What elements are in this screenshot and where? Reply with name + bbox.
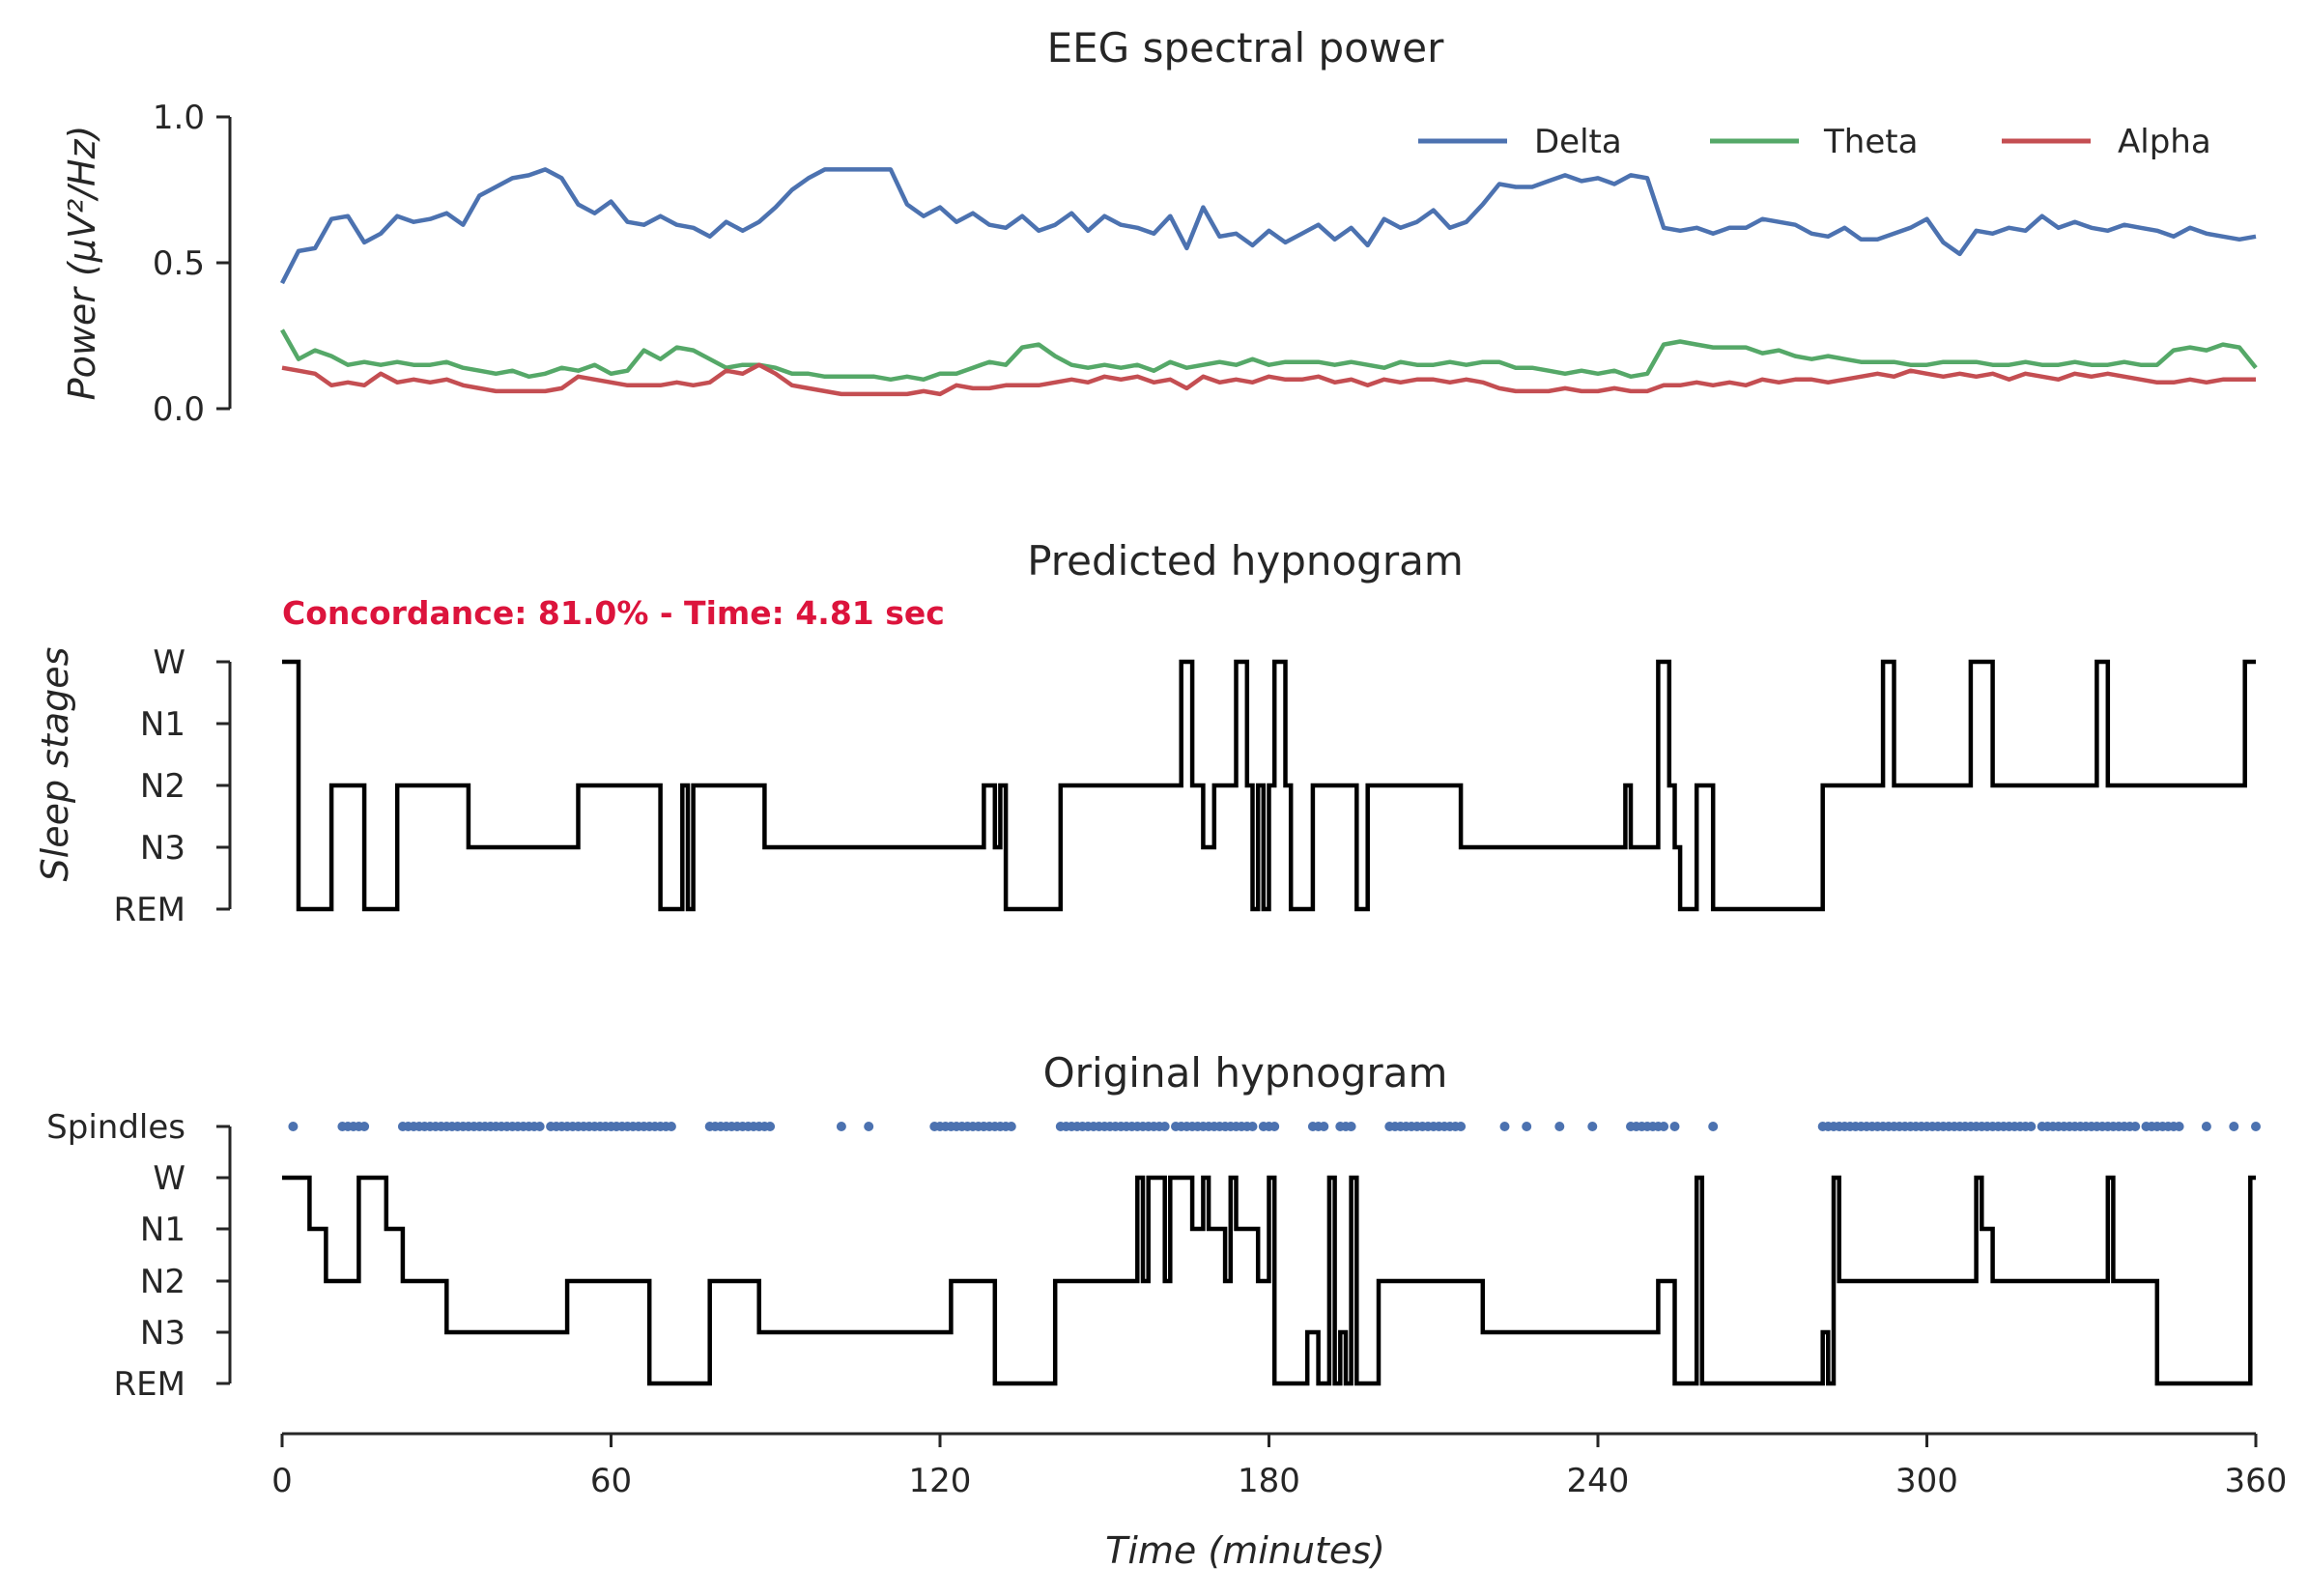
- xtick-label-360: 360: [2225, 1462, 2288, 1500]
- spindle-marker: [1319, 1122, 1329, 1131]
- legend-label-delta: Delta: [1534, 123, 1622, 161]
- spindle-marker: [288, 1122, 299, 1131]
- x-axis: 0 60 120 180 240 300 360 Time (minutes): [271, 1432, 2288, 1572]
- spindle-marker: [1522, 1122, 1532, 1131]
- predicted-ytick-label-rem: REM: [114, 891, 185, 929]
- spindle-marker: [2229, 1122, 2239, 1131]
- eeg-power-legend: Delta Theta Alpha: [1418, 123, 2211, 161]
- series-line-alpha: [281, 362, 2256, 397]
- spindle-marker: [666, 1122, 676, 1131]
- predicted-ytick-label-n2: N2: [140, 767, 185, 806]
- original-ytick-label-w: W: [153, 1159, 185, 1198]
- xtick-label-60: 60: [590, 1462, 632, 1500]
- xtick-label-0: 0: [271, 1462, 293, 1500]
- eeg-power-panel: EEG spectral power 0.0 0.5 1.0 Power (µV…: [61, 24, 2258, 429]
- spindle-marker: [534, 1122, 545, 1131]
- original-y-axis: Spindles W N1 N2 N3 REM: [46, 1108, 232, 1404]
- eeg-power-ytick-label-1: 0.5: [153, 244, 205, 283]
- original-ytick-label-n3: N3: [140, 1314, 185, 1353]
- spindle-marker: [2130, 1122, 2141, 1131]
- predicted-hypnogram-line: [282, 659, 2256, 912]
- original-ytick-label-spindles: Spindles: [46, 1108, 185, 1147]
- spindle-marker: [1346, 1122, 1356, 1131]
- spindle-marker: [2251, 1122, 2261, 1131]
- spindle-marker: [765, 1122, 776, 1131]
- original-ytick-label-rem: REM: [114, 1365, 185, 1404]
- spindle-marker: [1006, 1122, 1016, 1131]
- xtick-label-300: 300: [1895, 1462, 1958, 1500]
- original-ytick-label-n2: N2: [140, 1263, 185, 1301]
- predicted-ytick-label-n3: N3: [140, 829, 185, 868]
- predicted-hypnogram-panel: Predicted hypnogram Concordance: 81.0% -…: [34, 537, 2256, 929]
- x-axis-label: Time (minutes): [1105, 1529, 1385, 1572]
- original-ytick-label-n1: N1: [140, 1211, 185, 1249]
- original-hypnogram-panel: Original hypnogram Spindles W N1 N2 N3 R…: [46, 1049, 2287, 1572]
- spindle-marker: [2174, 1122, 2184, 1131]
- predicted-y-axis: W N1 N2 N3 REM Sleep stages: [34, 643, 232, 929]
- spindle-marker: [1554, 1122, 1565, 1131]
- spindle-marker: [1247, 1122, 1258, 1131]
- original-hypnogram-title: Original hypnogram: [1043, 1049, 1448, 1097]
- spindle-marker: [2026, 1122, 2037, 1131]
- spindle-marker: [1456, 1122, 1467, 1131]
- spindle-marker: [1708, 1122, 1719, 1131]
- spindle-marker: [1659, 1122, 1669, 1131]
- spindle-marker: [1499, 1122, 1510, 1131]
- spindle-marker: [359, 1122, 370, 1131]
- predicted-ytick-label-n1: N1: [140, 705, 185, 744]
- legend-label-alpha: Alpha: [2118, 123, 2211, 161]
- predicted-y-label: Sleep stages: [34, 647, 76, 882]
- legend-label-theta: Theta: [1823, 123, 1918, 161]
- spindle-marker: [864, 1122, 874, 1131]
- xtick-label-240: 240: [1567, 1462, 1630, 1500]
- series-line-theta: [280, 328, 2258, 383]
- series-line-delta: [279, 167, 2257, 285]
- eeg-power-ytick-label-2: 1.0: [153, 99, 205, 137]
- original-hypnogram-line: [282, 1175, 2256, 1386]
- eeg-power-y-label: Power (µV²/Hz): [61, 126, 103, 401]
- spindle-marker: [836, 1122, 846, 1131]
- spindle-marker: [1269, 1122, 1280, 1131]
- spindle-marker: [2201, 1122, 2211, 1131]
- eeg-power-ytick-label-0: 0.0: [153, 390, 205, 429]
- eeg-power-y-axis: 0.0 0.5 1.0 Power (µV²/Hz): [61, 99, 232, 429]
- spindle-marker: [1587, 1122, 1598, 1131]
- spindle-markers: [288, 1122, 2261, 1131]
- spindle-marker: [1159, 1122, 1170, 1131]
- predicted-ytick-label-w: W: [153, 643, 185, 682]
- xtick-label-120: 120: [909, 1462, 972, 1500]
- xtick-label-180: 180: [1238, 1462, 1300, 1500]
- eeg-power-title: EEG spectral power: [1047, 24, 1444, 71]
- concordance-annotation: Concordance: 81.0% - Time: 4.81 sec: [282, 594, 945, 632]
- predicted-hypnogram-title: Predicted hypnogram: [1027, 537, 1464, 584]
- spindle-marker: [1669, 1122, 1680, 1131]
